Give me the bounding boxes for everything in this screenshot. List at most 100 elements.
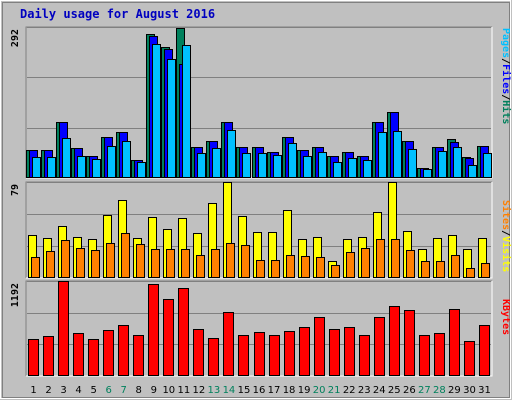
bar-sites-day-26 [406, 250, 415, 278]
bar-sites-day-16 [256, 260, 265, 278]
bar-pages-day-14 [227, 130, 236, 178]
chart-title: Daily usage for August 2016 [20, 7, 215, 21]
bar-sites-day-15 [241, 245, 250, 278]
bar-kbytes-day-18 [284, 331, 295, 376]
x-tick-label: 1 [30, 385, 36, 396]
bar-sites-day-19 [301, 256, 310, 278]
bar-kbytes-day-22 [344, 327, 355, 376]
bar-kbytes-day-11 [178, 288, 189, 376]
panel-kbytes: 1192 KBytes [10, 280, 511, 377]
x-tick-label: 25 [388, 385, 401, 396]
bar-pages-day-30 [468, 165, 477, 178]
x-tick-label: 12 [193, 385, 206, 396]
bar-pages-day-4 [77, 156, 86, 178]
bar-kbytes-day-25 [389, 306, 400, 376]
bar-sites-day-9 [151, 249, 160, 278]
bar-sites-day-10 [166, 249, 175, 278]
y-tick-label: 79 [10, 184, 21, 196]
bar-kbytes-day-12 [193, 329, 204, 376]
bar-pages-day-23 [363, 160, 372, 178]
bar-pages-day-18 [288, 143, 297, 178]
x-tick-label: 21 [328, 385, 341, 396]
bar-sites-day-4 [76, 248, 85, 278]
panel-hits-files-pages: 292 Pages/Files/Hits [10, 26, 512, 179]
bar-kbytes-day-15 [238, 335, 249, 376]
bar-kbytes-day-16 [254, 332, 265, 376]
x-tick-label: 29 [448, 385, 461, 396]
x-tick-label: 4 [75, 385, 81, 396]
x-tick-label: 11 [177, 385, 190, 396]
x-tick-label: 10 [162, 385, 175, 396]
legend-entry: / [500, 230, 511, 236]
legend: KBytes [500, 299, 511, 335]
x-tick-label: 14 [223, 385, 236, 396]
bar-pages-day-9 [152, 44, 161, 178]
x-tick-label: 17 [268, 385, 281, 396]
bar-pages-day-2 [47, 157, 56, 178]
bar-kbytes-day-5 [88, 339, 99, 376]
bar-kbytes-day-30 [464, 341, 475, 376]
bar-pages-day-11 [182, 45, 191, 178]
legend-entry: Pages [500, 28, 511, 58]
bar-sites-day-30 [466, 268, 475, 278]
bar-pages-day-7 [122, 141, 131, 178]
bar-kbytes-day-1 [28, 339, 39, 376]
x-tick-label: 19 [298, 385, 311, 396]
x-tick-label: 31 [478, 385, 491, 396]
bar-sites-day-12 [196, 255, 205, 278]
bar-sites-day-1 [31, 257, 40, 278]
bar-sites-day-6 [106, 243, 115, 278]
bar-sites-day-20 [316, 257, 325, 278]
bar-kbytes-day-2 [43, 336, 54, 376]
bar-pages-day-21 [333, 162, 342, 178]
bar-sites-day-5 [91, 250, 100, 278]
legend-entry: KBytes [500, 299, 511, 335]
x-tick-label: 2 [45, 385, 51, 396]
x-tick-label: 28 [433, 385, 446, 396]
bar-pages-day-24 [378, 132, 387, 178]
bar-sites-day-11 [181, 249, 190, 278]
x-tick-label: 8 [136, 385, 142, 396]
bar-kbytes-day-31 [479, 325, 490, 376]
x-tick-label: 30 [463, 385, 476, 396]
bar-pages-day-22 [348, 158, 357, 178]
bar-kbytes-day-17 [269, 335, 280, 376]
bar-pages-day-1 [32, 157, 41, 178]
bar-sites-day-27 [421, 261, 430, 278]
bar-kbytes-day-23 [359, 335, 370, 376]
panel-visits-sites: 79 Sites/Visits [10, 181, 512, 279]
bar-pages-day-16 [258, 153, 267, 178]
bar-pages-day-15 [242, 153, 251, 178]
bar-sites-day-18 [286, 255, 295, 278]
x-tick-label: 9 [151, 385, 157, 396]
bar-kbytes-day-21 [329, 329, 340, 376]
legend: Sites/Visits [500, 200, 512, 272]
x-tick-label: 7 [121, 385, 127, 396]
x-tick-label: 6 [105, 385, 111, 396]
bar-sites-day-17 [271, 260, 280, 278]
y-tick-label: 1192 [10, 283, 21, 307]
legend-entry: / [500, 58, 511, 64]
bar-kbytes-day-9 [148, 284, 159, 376]
x-tick-label: 16 [253, 385, 266, 396]
bar-kbytes-day-29 [449, 309, 460, 376]
x-tick-label: 13 [208, 385, 221, 396]
bar-sites-day-7 [121, 233, 130, 278]
bar-sites-day-13 [211, 249, 220, 278]
bar-kbytes-day-26 [404, 310, 415, 376]
bar-kbytes-day-7 [118, 325, 129, 376]
bar-kbytes-day-6 [103, 330, 114, 376]
bar-sites-day-24 [376, 239, 385, 278]
y-tick-label: 292 [10, 29, 21, 47]
x-tick-label: 15 [238, 385, 251, 396]
bar-kbytes-day-27 [419, 335, 430, 376]
bar-pages-day-5 [92, 159, 101, 178]
bar-kbytes-day-10 [163, 299, 174, 376]
legend-entry: Hits [500, 100, 512, 124]
legend-entry: Visits [500, 236, 512, 272]
bar-pages-day-27 [423, 169, 432, 178]
bar-kbytes-day-24 [374, 317, 385, 376]
